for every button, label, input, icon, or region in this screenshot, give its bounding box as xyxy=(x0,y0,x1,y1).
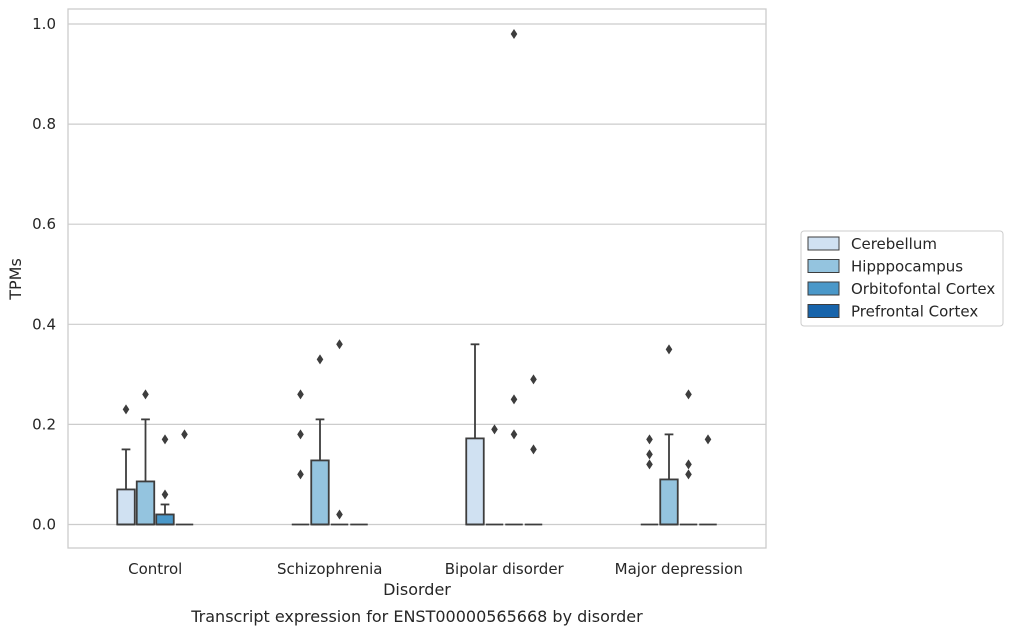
legend[interactable]: Cerebellum Hipppocampus Orbitofontal Corte… xyxy=(800,230,1004,327)
legend-frame xyxy=(800,230,1004,327)
outlier-point xyxy=(297,389,304,400)
box xyxy=(135,480,156,526)
outlier-point xyxy=(142,389,149,400)
y-tick-label: 0.8 xyxy=(32,115,56,133)
y-tick-label: 0.6 xyxy=(32,215,56,233)
grid-lines xyxy=(68,23,766,526)
outlier-point xyxy=(297,429,304,440)
y-tick-label: 0.2 xyxy=(32,415,56,433)
y-tick-label: 1.0 xyxy=(32,15,56,33)
y-axis-ticks: 0.0 0.2 0.4 0.6 0.8 1.0 xyxy=(32,15,56,533)
x-tick-label: Schizophrenia xyxy=(277,560,382,578)
outlier-point xyxy=(297,469,304,480)
outlier-point xyxy=(161,434,169,445)
outlier-point xyxy=(491,424,498,435)
y-tick-label: 0.0 xyxy=(32,515,56,533)
outlier-point xyxy=(685,469,692,480)
outlier-point xyxy=(336,339,343,350)
outlier-point xyxy=(665,344,673,355)
outlier-point xyxy=(161,489,169,500)
box xyxy=(116,488,136,526)
outlier-point xyxy=(510,394,518,405)
x-axis-ticks: Control Schizophrenia Bipolar disorder Majo… xyxy=(128,560,743,578)
legend-label: Cerebellum xyxy=(851,235,937,253)
outlier-point xyxy=(181,429,188,440)
x-tick-label: Bipolar disorder xyxy=(445,560,565,578)
outlier-point xyxy=(510,29,518,40)
box xyxy=(659,478,679,526)
outlier-point xyxy=(316,354,324,365)
legend-label: Prefrontal Cortex xyxy=(851,303,978,321)
outlier-point xyxy=(530,374,537,385)
y-tick-label: 0.4 xyxy=(32,315,56,333)
outlier-point xyxy=(336,509,343,520)
legend-swatch xyxy=(807,259,840,273)
box-series xyxy=(116,29,717,526)
x-axis-title: Disorder xyxy=(383,580,451,599)
legend-label: Hipppocampus xyxy=(851,258,963,276)
outlier-point xyxy=(685,459,692,470)
outlier-point xyxy=(510,429,518,440)
outlier-point xyxy=(122,404,130,415)
plot-area-frame xyxy=(67,8,767,549)
x-tick-label: Control xyxy=(128,560,182,578)
outlier-point xyxy=(646,459,653,470)
legend-swatch xyxy=(807,236,840,251)
legend-swatch xyxy=(807,281,840,296)
box xyxy=(465,437,485,526)
legend-label: Orbitofontal Cortex xyxy=(851,280,995,298)
outlier-point xyxy=(704,434,712,445)
outlier-point xyxy=(685,389,692,400)
y-axis-title: TPMs xyxy=(6,258,25,301)
chart-caption: Transcript expression for ENST0000056566… xyxy=(190,607,643,626)
legend-swatch xyxy=(807,304,840,318)
outlier-point xyxy=(646,449,653,460)
box xyxy=(155,513,175,526)
box xyxy=(310,459,330,526)
x-tick-label: Major depression xyxy=(615,560,743,578)
outlier-point xyxy=(530,444,537,455)
outlier-point xyxy=(646,434,653,445)
